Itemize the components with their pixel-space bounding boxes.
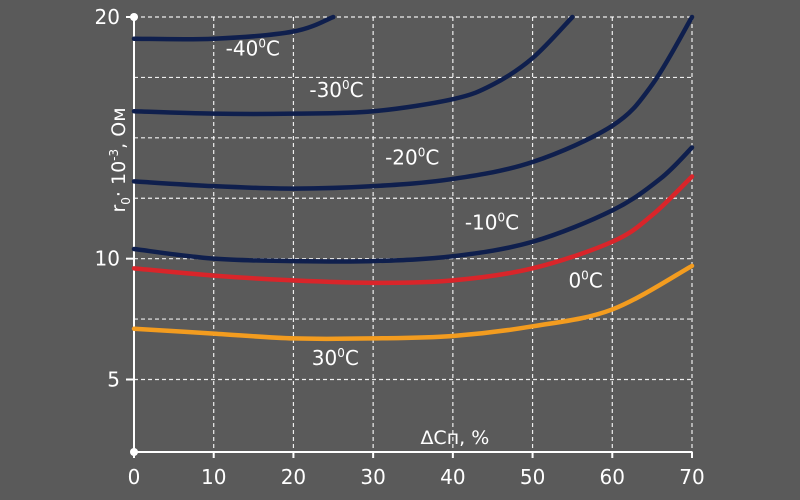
series-label-value-3: -10: [465, 211, 498, 235]
y-axis-title-part-1: 0: [119, 197, 133, 205]
x-tick-label-10: 10: [201, 465, 226, 489]
x-axis-title: ΔCп, %: [420, 427, 489, 449]
y-axis-title-part-4: , Ом: [108, 107, 130, 148]
series-line-3: [131, 145, 695, 264]
x-tick-label-40: 40: [440, 465, 465, 489]
series-label-4: 00C: [568, 269, 602, 293]
y-tick-label-10: 10: [95, 247, 120, 271]
series-label-degree-0: 0: [258, 37, 266, 51]
y-tick-label-5: 5: [107, 368, 120, 392]
series-label-unit-1: C: [350, 78, 364, 102]
x-tick-label-0: 0: [128, 465, 141, 489]
series-label-value-5: 30: [312, 346, 337, 370]
x-tick-label-70: 70: [679, 465, 704, 489]
series-label-unit-0: C: [266, 37, 280, 61]
series-label-degree-2: 0: [418, 145, 426, 159]
series-label-unit-4: C: [589, 269, 603, 293]
y-tick-label-20: 20: [95, 5, 120, 29]
series-label-value-1: -30: [309, 78, 342, 102]
series-line-5: [131, 263, 695, 342]
y-axis-title-part-3: -3: [107, 149, 121, 161]
series-label-value-0: -40: [226, 37, 259, 61]
series-label-0: -400C: [226, 37, 280, 61]
y-axis-title-part-2: · 10: [108, 161, 130, 197]
series-line-1: [131, 14, 575, 117]
series-label-5: 300C: [312, 346, 359, 370]
series-line-0: [131, 14, 336, 42]
series-label-2: -200C: [385, 145, 439, 169]
series-label-degree-5: 0: [337, 346, 345, 360]
y-axis-title-part-0: r: [108, 205, 130, 213]
x-tick-label-30: 30: [360, 465, 385, 489]
series-label-value-4: 0: [568, 269, 581, 293]
series-line-4: [131, 174, 695, 286]
x-tick-label-20: 20: [281, 465, 306, 489]
series-line-2: [131, 14, 695, 191]
series-label-degree-1: 0: [342, 78, 350, 92]
series-label-3: -100C: [465, 211, 519, 235]
x-tick-label-50: 50: [520, 465, 545, 489]
series-label-unit-2: C: [425, 145, 439, 169]
series-label-unit-5: C: [345, 346, 359, 370]
series-label-1: -300C: [309, 78, 363, 102]
series-label-degree-3: 0: [497, 211, 505, 225]
series-label-value-2: -20: [385, 145, 418, 169]
series-label-degree-4: 0: [581, 269, 589, 283]
x-tick-label-60: 60: [600, 465, 625, 489]
series-label-unit-3: C: [505, 211, 519, 235]
y-axis-title: r0· 10-3, Ом: [107, 107, 133, 212]
